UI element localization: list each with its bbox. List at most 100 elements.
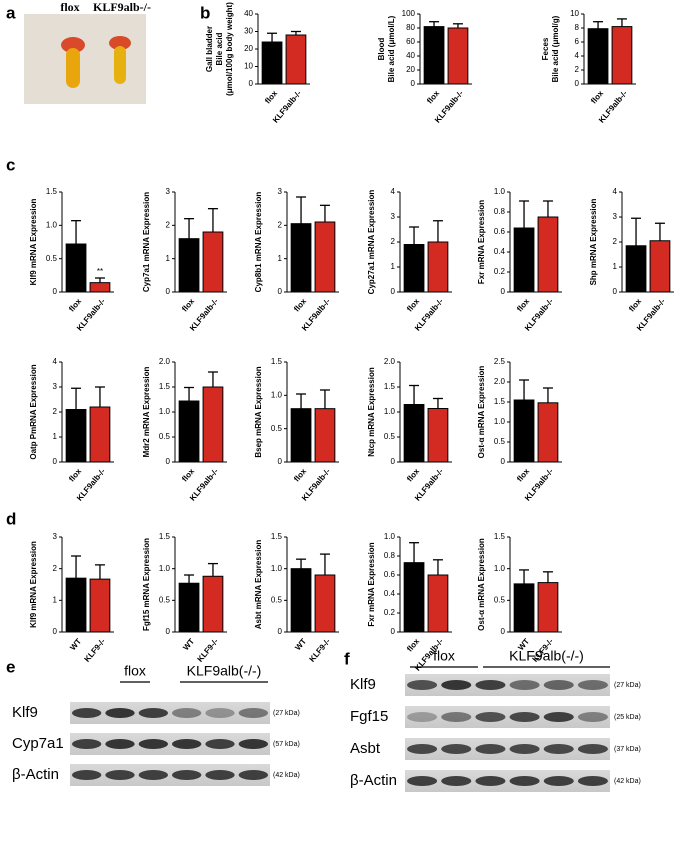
- y-tick-label: 0.6: [384, 570, 396, 579]
- bar: [537, 216, 559, 293]
- y-tick-label: 0.5: [159, 595, 171, 604]
- bar: [427, 241, 449, 293]
- y-tick-label: 0.8: [384, 551, 396, 560]
- blot-strip: [70, 764, 270, 786]
- bar: [65, 409, 87, 463]
- y-tick-label: 1: [166, 254, 171, 263]
- bar: [537, 402, 559, 463]
- bar: [89, 578, 111, 633]
- y-tick-label: 0: [249, 79, 254, 88]
- bar: [403, 562, 425, 633]
- y-tick-label: 1: [391, 262, 396, 271]
- bar: [403, 404, 425, 463]
- x-tick-label: flox: [67, 466, 83, 483]
- kda-label: (27 kDa): [273, 710, 300, 717]
- y-tick-label: 2: [53, 407, 58, 416]
- blot-band: [441, 712, 472, 722]
- bar: [89, 406, 111, 463]
- y-tick-label: 0: [278, 627, 283, 636]
- y-tick-label: 0.8: [494, 207, 506, 216]
- y-axis-label: Ost-α mRNA Expression: [477, 366, 486, 459]
- blot-strip: [70, 733, 270, 755]
- y-axis-label: Ntcp mRNA Expression: [367, 367, 376, 457]
- x-tick-label: flox: [67, 296, 83, 313]
- blot-band: [441, 776, 472, 786]
- y-axis-label: Gall bladder: [205, 26, 214, 72]
- y-tick-label: 0.5: [159, 432, 171, 441]
- photo: [24, 14, 146, 104]
- y-tick-label: 2: [575, 65, 580, 74]
- annotation: **: [97, 267, 103, 276]
- bar: [89, 282, 111, 293]
- y-tick-label: 1.0: [271, 564, 283, 573]
- blot-strip: [405, 706, 610, 728]
- x-tick-label: KLF9-/-: [82, 637, 107, 664]
- y-axis-label: Oatp PmRNA Expression: [29, 364, 38, 459]
- y-tick-label: 0: [278, 287, 283, 296]
- blot-band: [105, 739, 135, 749]
- blot-band: [72, 708, 102, 718]
- y-axis-label: Bile acid (μmol/g): [551, 15, 560, 82]
- y-axis-label: Ost-α mRNA Expression: [477, 538, 486, 631]
- blot-band: [205, 770, 235, 780]
- blot-band: [407, 776, 438, 786]
- kda-label: (37 kDa): [614, 746, 641, 753]
- x-tick-label: flox: [515, 296, 531, 313]
- y-tick-label: 1.0: [159, 564, 171, 573]
- y-axis-label: (μmol/100g body weight): [225, 2, 234, 96]
- y-axis-label: Blood: [377, 38, 386, 61]
- y-tick-label: 1.5: [271, 357, 283, 366]
- y-tick-label: 4: [575, 51, 580, 60]
- blot-band: [441, 680, 472, 690]
- y-tick-label: 0.2: [384, 608, 396, 617]
- panel-label: a: [6, 3, 16, 22]
- bar: [202, 386, 224, 463]
- kda-label: (27 kDa): [614, 682, 641, 689]
- y-axis-label: Klf9 mRNA Expression: [29, 541, 38, 628]
- bar: [314, 221, 336, 293]
- panel-label: f: [344, 649, 350, 668]
- bar: [649, 240, 671, 293]
- y-tick-label: 20: [406, 65, 415, 74]
- bar: [65, 243, 87, 293]
- y-tick-label: 4: [613, 187, 618, 196]
- y-tick-label: 1: [53, 432, 58, 441]
- panel-label: e: [6, 657, 15, 676]
- bar: [290, 223, 312, 293]
- y-axis-label: Mdr2 mRNA Expression: [142, 366, 151, 457]
- x-tick-label: flox: [180, 466, 196, 483]
- y-tick-label: 3: [278, 187, 283, 196]
- y-axis-label: Cyp8b1 mRNA Expression: [254, 192, 263, 293]
- y-tick-label: 8: [575, 23, 580, 32]
- bar: [423, 26, 445, 85]
- y-axis-label: Feces: [541, 37, 550, 60]
- y-axis-label: Shp mRNA Expression: [589, 198, 598, 285]
- y-tick-label: 0: [501, 287, 506, 296]
- x-tick-label: flox: [292, 466, 308, 483]
- bar: [290, 568, 312, 633]
- blot-band: [509, 744, 540, 754]
- y-tick-label: 2: [166, 220, 171, 229]
- y-tick-label: 0.4: [384, 589, 396, 598]
- row-label: Fgf15: [350, 708, 388, 725]
- blot-band: [238, 739, 268, 749]
- blot-band: [543, 680, 574, 690]
- y-axis-label: Bile acid: [215, 32, 224, 65]
- y-tick-label: 10: [570, 9, 579, 18]
- y-tick-label: 3: [53, 532, 58, 541]
- y-tick-label: 0.6: [494, 227, 506, 236]
- y-tick-label: 1.0: [494, 187, 506, 196]
- y-tick-label: 0: [53, 457, 58, 466]
- y-axis-label: Bile acid (μmol/L): [387, 15, 396, 82]
- x-tick-label: flox: [589, 88, 605, 105]
- blot-band: [238, 708, 268, 718]
- row-label: β-Actin: [12, 766, 59, 783]
- y-tick-label: 1.5: [384, 382, 396, 391]
- blot-band: [577, 712, 608, 722]
- y-tick-label: 0: [391, 627, 396, 636]
- blot-band: [407, 744, 438, 754]
- bar: [202, 231, 224, 293]
- x-tick-label: flox: [180, 296, 196, 313]
- y-tick-label: 60: [406, 37, 415, 46]
- blot-band: [138, 739, 168, 749]
